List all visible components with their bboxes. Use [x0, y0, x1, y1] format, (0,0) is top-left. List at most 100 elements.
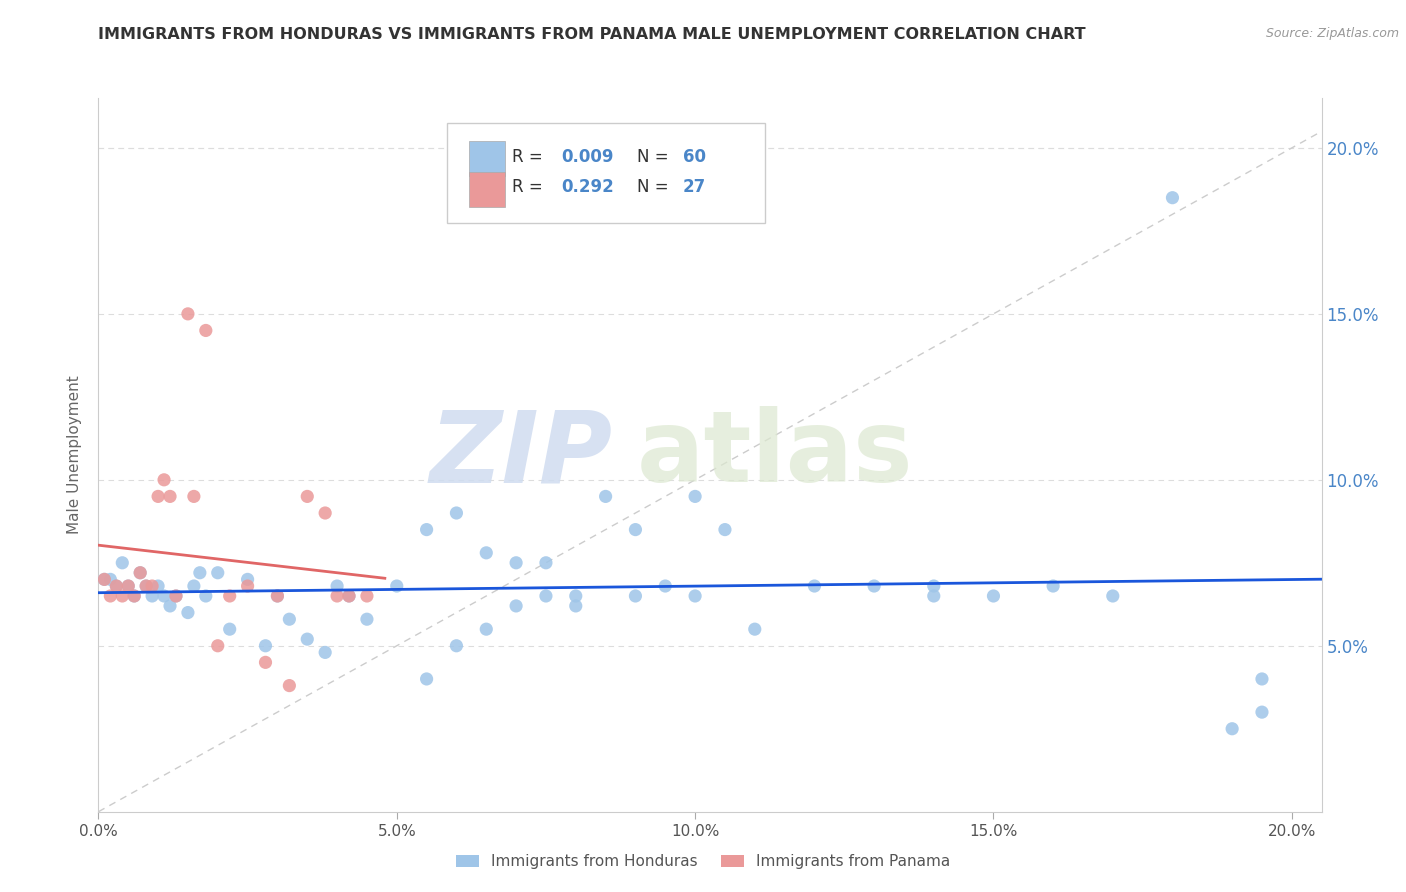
Point — [922, 579, 945, 593]
Point — [122, 589, 145, 603]
Point — [159, 490, 181, 504]
Point — [129, 566, 152, 580]
Point — [415, 523, 437, 537]
Point — [194, 589, 217, 603]
Point — [146, 490, 169, 504]
Point — [565, 599, 588, 613]
Point — [337, 589, 360, 603]
Point — [111, 556, 134, 570]
Point — [207, 566, 229, 580]
Point — [153, 589, 176, 603]
Point — [98, 573, 121, 587]
Point — [194, 323, 217, 337]
Point — [105, 579, 128, 593]
Point — [141, 589, 163, 603]
Point — [117, 579, 139, 593]
Point — [254, 656, 277, 670]
Point — [183, 490, 205, 504]
Point — [475, 622, 498, 636]
Point — [135, 579, 157, 593]
Point — [146, 579, 169, 593]
Point — [1220, 722, 1243, 736]
Point — [218, 589, 240, 603]
Point — [356, 612, 378, 626]
Point — [505, 556, 527, 570]
Point — [922, 589, 945, 603]
Point — [446, 506, 468, 520]
Point — [863, 579, 886, 593]
Point — [297, 632, 319, 647]
Point — [236, 573, 259, 587]
Point — [385, 579, 408, 593]
Point — [1251, 705, 1274, 719]
Point — [475, 546, 498, 560]
Point — [683, 589, 706, 603]
FancyBboxPatch shape — [470, 141, 505, 176]
Text: N =: N = — [637, 178, 673, 196]
Point — [278, 679, 301, 693]
Point — [177, 606, 200, 620]
Point — [297, 490, 319, 504]
Point — [356, 589, 378, 603]
Text: 0.009: 0.009 — [561, 148, 613, 166]
Text: N =: N = — [637, 148, 673, 166]
FancyBboxPatch shape — [470, 171, 505, 207]
Point — [129, 566, 152, 580]
Point — [534, 589, 557, 603]
Point — [122, 589, 145, 603]
Point — [565, 589, 588, 603]
Point — [93, 573, 115, 587]
Legend: Immigrants from Honduras, Immigrants from Panama: Immigrants from Honduras, Immigrants fro… — [450, 848, 956, 875]
Point — [111, 589, 134, 603]
Point — [236, 579, 259, 593]
Point — [117, 579, 139, 593]
Point — [505, 599, 527, 613]
Point — [165, 589, 187, 603]
Text: 60: 60 — [683, 148, 706, 166]
Point — [1101, 589, 1123, 603]
Point — [326, 579, 349, 593]
FancyBboxPatch shape — [447, 123, 765, 223]
Point — [165, 589, 187, 603]
Point — [415, 672, 437, 686]
Point — [744, 622, 766, 636]
Text: 27: 27 — [683, 178, 706, 196]
Point — [278, 612, 301, 626]
Point — [266, 589, 288, 603]
Point — [266, 589, 288, 603]
Text: Source: ZipAtlas.com: Source: ZipAtlas.com — [1265, 27, 1399, 40]
Point — [446, 639, 468, 653]
Point — [624, 589, 647, 603]
Point — [188, 566, 211, 580]
Point — [595, 490, 617, 504]
Point — [314, 506, 336, 520]
Point — [218, 622, 240, 636]
Point — [141, 579, 163, 593]
Point — [326, 589, 349, 603]
Point — [153, 473, 176, 487]
Point — [1042, 579, 1064, 593]
Text: atlas: atlas — [637, 407, 914, 503]
Text: R =: R = — [512, 148, 548, 166]
Point — [534, 556, 557, 570]
Point — [803, 579, 825, 593]
Point — [105, 579, 128, 593]
Point — [714, 523, 737, 537]
Point — [983, 589, 1005, 603]
Point — [314, 645, 336, 659]
Point — [1251, 672, 1274, 686]
Point — [254, 639, 277, 653]
Text: R =: R = — [512, 178, 548, 196]
Y-axis label: Male Unemployment: Male Unemployment — [67, 376, 83, 534]
Point — [624, 523, 647, 537]
Point — [1161, 191, 1184, 205]
Point — [177, 307, 200, 321]
Point — [337, 589, 360, 603]
Point — [93, 573, 115, 587]
Point — [683, 490, 706, 504]
Text: ZIP: ZIP — [429, 407, 612, 503]
Point — [183, 579, 205, 593]
Point — [135, 579, 157, 593]
Point — [207, 639, 229, 653]
Point — [98, 589, 121, 603]
